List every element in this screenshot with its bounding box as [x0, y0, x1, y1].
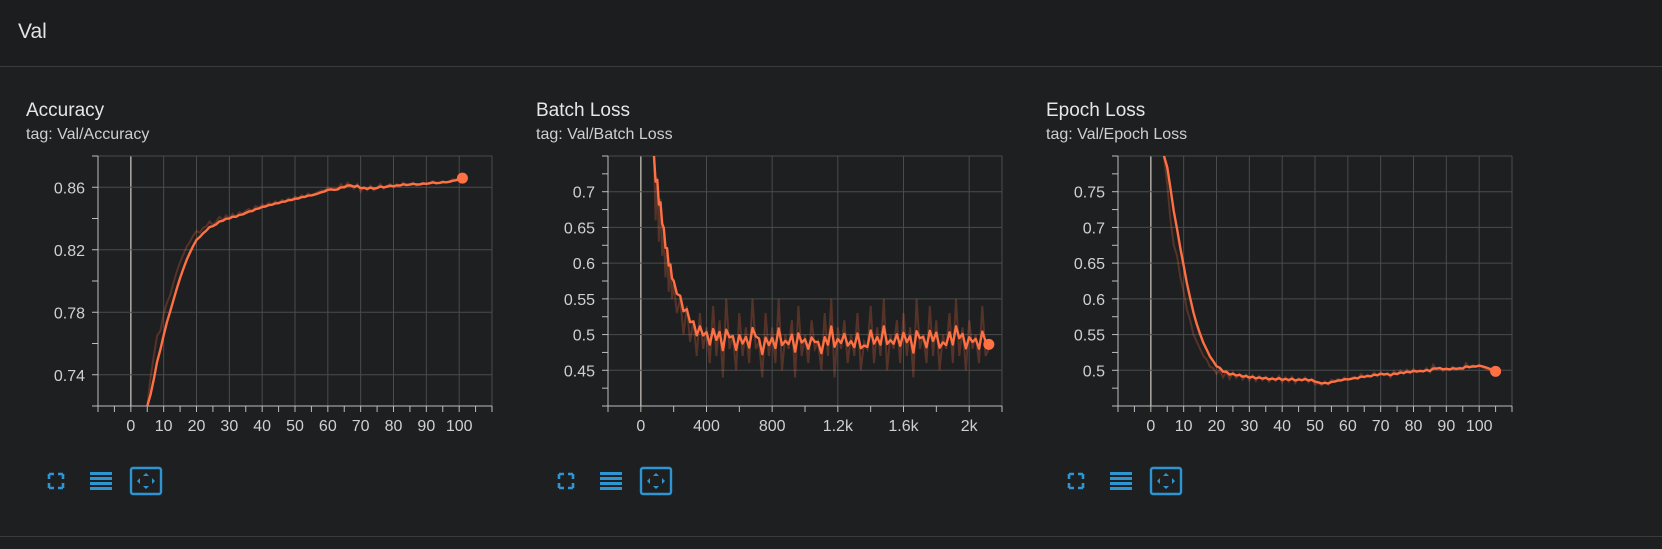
y-tick-label: 0.5 — [1083, 363, 1105, 380]
chart-title: Epoch Loss — [1046, 100, 1146, 121]
x-tick-label: 40 — [1273, 418, 1291, 435]
x-tick-label: 60 — [1339, 418, 1357, 435]
fullscreen-button[interactable] — [1058, 464, 1094, 498]
fit-domain-button[interactable] — [638, 464, 674, 498]
fullscreen-icon — [557, 472, 575, 490]
x-tick-label: 50 — [286, 418, 304, 435]
x-tick-label: 2k — [961, 418, 979, 435]
y-tick-label: 0.6 — [1083, 292, 1105, 309]
chart-title: Accuracy — [26, 100, 105, 121]
x-tick-label: 80 — [1405, 418, 1423, 435]
y-tick-label: 0.78 — [54, 305, 85, 322]
chart-tag: tag: Val/Accuracy — [26, 126, 150, 143]
y-tick-label: 0.7 — [1083, 220, 1105, 237]
chart-card-accuracy: Accuracy tag: Val/Accuracy 0 10 20 30 40 50 60… — [26, 96, 496, 506]
epoch-loss-plot[interactable]: 0 10 20 30 40 50 60 70 80 90 100 0.5 0.55 0.6 0.65 0.7 0… — [1046, 152, 1516, 452]
x-tick-label: 70 — [352, 418, 370, 435]
chart-tag: tag: Val/Epoch Loss — [1046, 126, 1188, 143]
y-tick-label: 0.5 — [573, 328, 595, 345]
section-divider — [0, 536, 1662, 537]
chart-toolbar — [1058, 464, 1258, 500]
fullscreen-icon — [1067, 472, 1085, 490]
x-tick-label: 50 — [1306, 418, 1324, 435]
fullscreen-button[interactable] — [548, 464, 584, 498]
x-tick-label: 90 — [1437, 418, 1455, 435]
series-endpoint — [456, 172, 468, 184]
series-line — [146, 176, 463, 406]
series-line-raw — [146, 175, 463, 406]
fit-domain-button[interactable] — [1148, 464, 1184, 498]
x-tick-label: 0 — [126, 418, 135, 435]
list-icon — [600, 472, 622, 490]
x-tick-label: 100 — [1466, 418, 1493, 435]
batch-loss-plot[interactable]: 0 400 800 1.2k 1.6k 2k 0.45 0.5 0.55 0.6 0.65 0.7 — [536, 152, 1006, 452]
y-tick-label: 0.75 — [1074, 185, 1105, 202]
fit-domain-button[interactable] — [128, 464, 164, 498]
y-tick-label: 0.6 — [573, 256, 595, 273]
chart-tag: tag: Val/Batch Loss — [536, 126, 673, 143]
x-tick-label: 40 — [253, 418, 271, 435]
x-tick-label: 90 — [417, 418, 435, 435]
chart-title: Batch Loss — [536, 100, 630, 121]
list-button[interactable] — [83, 464, 119, 498]
list-icon — [1110, 472, 1132, 490]
y-tick-label: 0.7 — [573, 185, 595, 202]
fullscreen-button[interactable] — [38, 464, 74, 498]
chart-card-batch-loss: Batch Loss tag: Val/Batch Loss 0 400 800 1.… — [536, 96, 1006, 506]
chart-toolbar — [548, 464, 748, 500]
accuracy-plot[interactable]: 0 10 20 30 40 50 60 70 80 90 100 0.74 0.78 0.82 0.86 — [26, 152, 496, 452]
x-tick-label: 30 — [1240, 418, 1258, 435]
fit-domain-icon — [1149, 466, 1183, 496]
y-tick-label: 0.55 — [564, 292, 595, 309]
x-tick-label: 0 — [1146, 418, 1155, 435]
x-tick-label: 1.2k — [823, 418, 854, 435]
y-tick-label: 0.65 — [564, 220, 595, 237]
section-title: Val — [18, 20, 47, 43]
x-tick-label: 60 — [319, 418, 337, 435]
x-tick-label: 1.6k — [888, 418, 919, 435]
list-button[interactable] — [1103, 464, 1139, 498]
list-button[interactable] — [593, 464, 629, 498]
series-endpoint — [983, 338, 995, 350]
y-tick-label: 0.86 — [54, 180, 85, 197]
chart-card-epoch-loss: Epoch Loss tag: Val/Epoch Loss 0 10 20 30 40… — [1046, 96, 1516, 506]
y-tick-label: 0.74 — [54, 368, 85, 385]
y-tick-label: 0.65 — [1074, 256, 1105, 273]
x-tick-label: 0 — [636, 418, 645, 435]
series-line — [652, 156, 990, 356]
fit-domain-icon — [639, 466, 673, 496]
y-tick-label: 0.45 — [564, 363, 595, 380]
section-header: Val — [0, 0, 1662, 67]
x-tick-label: 10 — [155, 418, 173, 435]
x-tick-label: 100 — [446, 418, 473, 435]
list-icon — [90, 472, 112, 490]
y-tick-label: 0.55 — [1074, 328, 1105, 345]
chart-toolbar — [38, 464, 238, 500]
series-endpoint — [1490, 365, 1502, 377]
x-tick-label: 10 — [1175, 418, 1193, 435]
fullscreen-icon — [47, 472, 65, 490]
x-tick-label: 30 — [220, 418, 238, 435]
x-tick-label: 80 — [385, 418, 403, 435]
x-tick-label: 20 — [188, 418, 206, 435]
fit-domain-icon — [129, 466, 163, 496]
x-tick-label: 20 — [1208, 418, 1226, 435]
x-tick-label: 70 — [1372, 418, 1390, 435]
x-tick-label: 400 — [693, 418, 720, 435]
y-tick-label: 0.82 — [54, 243, 85, 260]
x-tick-label: 800 — [759, 418, 786, 435]
series-line — [1162, 156, 1497, 385]
